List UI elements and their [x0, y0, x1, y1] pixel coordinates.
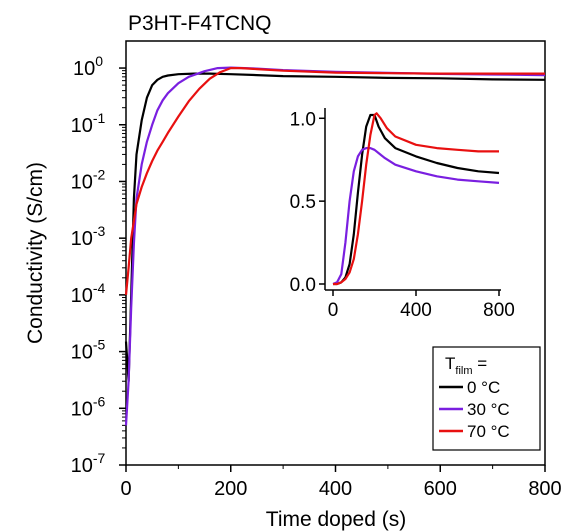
main-series-line-0 — [124, 72, 546, 383]
legend-entry-0: 0 °C — [467, 378, 500, 397]
inset-y-tick-label: 0.5 — [290, 192, 316, 213]
inset-x-tick-label: 0 — [328, 300, 339, 321]
x-tick-label: 800 — [528, 478, 561, 500]
inset-background — [325, 104, 507, 290]
y-tick-label: 10-2 — [71, 166, 106, 193]
inset-plot-area: 0.0 0.5 1.0 0 400 800 — [290, 104, 515, 321]
inset-series-line-2 — [333, 112, 499, 286]
y-axis-label: Conductivity (S/cm) — [24, 162, 47, 344]
x-tick-label: 600 — [424, 478, 457, 500]
legend-title: Tfilm = — [445, 354, 487, 377]
inset-x-tick-label: 800 — [483, 300, 515, 321]
inset-x-tick-label: 400 — [400, 300, 432, 321]
x-tick-label: 0 — [120, 478, 131, 500]
y-tick-label: 10-7 — [71, 450, 106, 477]
chart-title: P3HT-F4TCNQ — [128, 12, 272, 35]
legend-box — [432, 346, 541, 451]
y-tick-label: 10-4 — [71, 280, 106, 307]
inset-y-tick-label: 0.0 — [290, 275, 316, 296]
x-tick-label: 400 — [319, 478, 352, 500]
y-tick-label: 10-3 — [71, 223, 106, 250]
legend-entry-2: 70 °C — [467, 422, 510, 441]
legend: Tfilm =0 °C 30 °C 70 °C — [432, 346, 541, 451]
y-tick-label: 10-1 — [71, 110, 106, 137]
y-tick-label: 10-6 — [71, 393, 106, 420]
y-tick-label: 100 — [73, 53, 103, 80]
main-series-line-2 — [124, 66, 545, 296]
x-axis-label: Time doped (s) — [266, 508, 406, 531]
main-plot-area: 100 10-1 10-2 10-3 10-4 10-5 10-6 10-7 0 200 400 60… — [71, 40, 562, 500]
y-tick-label: 10-5 — [71, 337, 106, 364]
legend-entry-1: 30 °C — [467, 400, 510, 419]
inset-y-tick-label: 1.0 — [290, 109, 316, 130]
x-tick-label: 200 — [214, 478, 247, 500]
